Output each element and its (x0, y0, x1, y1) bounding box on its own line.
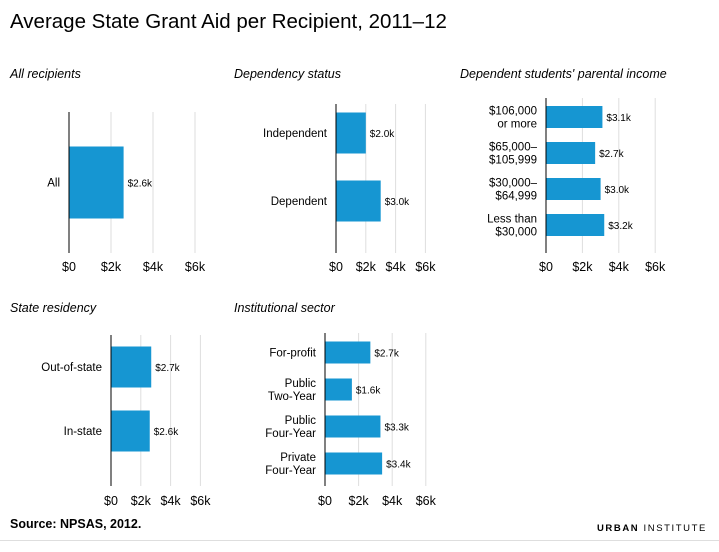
footer-divider (0, 540, 719, 541)
category-label: $30,000 (495, 227, 537, 239)
bar (546, 106, 603, 128)
panel-title: Dependent students' parental income (460, 67, 667, 81)
data-label: $2.6k (154, 427, 179, 438)
tick-label: $6k (190, 494, 211, 508)
tick-label: $0 (539, 260, 553, 274)
category-label: Private (280, 452, 316, 464)
tick-label: $2k (131, 494, 152, 508)
data-label: $2.7k (374, 349, 399, 360)
category-label: $64,999 (495, 191, 537, 203)
bar (336, 112, 366, 154)
panel-title: All recipients (9, 67, 81, 81)
data-label: $3.0k (605, 185, 630, 196)
data-label: $2.6k (128, 179, 153, 190)
bar (546, 214, 605, 236)
category-label: Independent (263, 128, 328, 140)
tick-label: $2k (349, 494, 370, 508)
bar (111, 346, 152, 388)
category-label: Two-Year (268, 391, 316, 403)
tick-label: $0 (318, 494, 332, 508)
data-label: $2.0k (370, 129, 395, 140)
category-label: Public (285, 415, 317, 427)
category-label: For-profit (269, 348, 316, 360)
brand-logo: URBAN INSTITUTE (597, 523, 707, 534)
data-label: $3.3k (384, 423, 409, 434)
category-label: $105,999 (489, 155, 537, 167)
tick-label: $4k (161, 494, 182, 508)
tick-label: $2k (356, 260, 377, 274)
category-label: Out-of-state (41, 362, 102, 374)
category-label: Four-Year (265, 465, 316, 477)
bar (546, 142, 596, 164)
data-label: $1.6k (356, 386, 381, 397)
category-label: In-state (64, 426, 102, 438)
tick-label: $2k (101, 260, 122, 274)
page-title: Average State Grant Aid per Recipient, 2… (10, 10, 447, 33)
bar (546, 178, 601, 200)
bar (325, 415, 381, 438)
tick-label: $2k (572, 260, 593, 274)
tick-label: $6k (416, 494, 437, 508)
tick-label: $6k (645, 260, 666, 274)
panel-title: State residency (10, 301, 97, 315)
category-label: Dependent (271, 196, 328, 208)
panel-title: Institutional sector (234, 301, 336, 315)
category-label: All (47, 178, 60, 190)
category-label: $65,000– (489, 142, 538, 154)
tick-label: $4k (609, 260, 630, 274)
category-label: $30,000– (489, 178, 538, 190)
tick-label: $4k (143, 260, 164, 274)
bar (325, 378, 352, 401)
brand-part-2: INSTITUTE (639, 523, 707, 534)
data-label: $3.4k (386, 460, 411, 471)
tick-label: $0 (329, 260, 343, 274)
bar (325, 452, 383, 475)
bar (325, 341, 371, 364)
tick-label: $6k (185, 260, 206, 274)
tick-label: $6k (415, 260, 436, 274)
bar (336, 180, 381, 222)
data-label: $2.7k (599, 149, 624, 160)
tick-label: $0 (62, 260, 76, 274)
category-label: or more (497, 119, 537, 131)
category-label: $106,000 (489, 106, 537, 118)
panel-title: Dependency status (234, 67, 341, 81)
data-label: $3.1k (606, 113, 631, 124)
category-label: Public (285, 378, 317, 390)
data-label: $3.0k (385, 197, 410, 208)
bar (69, 146, 124, 219)
brand-part-1: URBAN (596, 523, 640, 534)
category-label: Four-Year (265, 428, 316, 440)
tick-label: $0 (104, 494, 118, 508)
source-note: Source: NPSAS, 2012. (10, 517, 142, 531)
data-label: $2.7k (155, 363, 180, 374)
category-label: Less than (487, 214, 537, 226)
data-label: $3.2k (608, 221, 633, 232)
bar (111, 410, 150, 452)
tick-label: $4k (382, 494, 403, 508)
tick-label: $4k (386, 260, 407, 274)
